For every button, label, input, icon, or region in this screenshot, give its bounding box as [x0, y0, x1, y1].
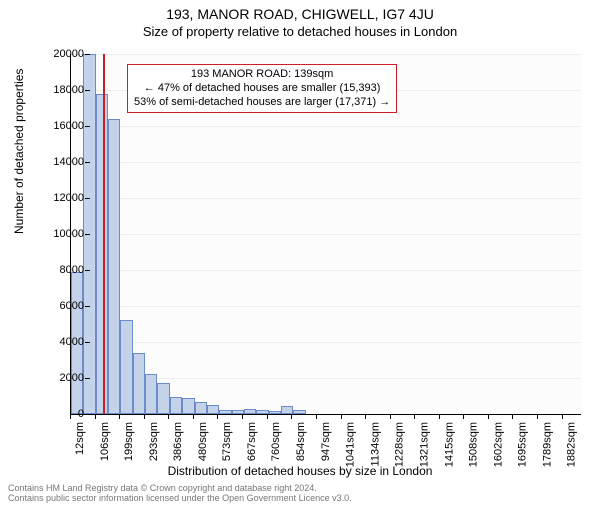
x-tick-mark — [95, 414, 96, 419]
x-tick-mark — [562, 414, 563, 419]
histogram-bar — [170, 397, 182, 414]
histogram-bar — [195, 402, 207, 414]
x-tick-mark — [365, 414, 366, 419]
y-tick-mark — [85, 90, 90, 91]
y-tick-label: 10000 — [34, 228, 84, 240]
x-tick-mark — [316, 414, 317, 419]
y-tick-label: 2000 — [34, 372, 84, 384]
histogram-bar — [108, 119, 120, 414]
page-title: 193, MANOR ROAD, CHIGWELL, IG7 4JU — [0, 6, 600, 22]
x-tick-mark — [390, 414, 391, 419]
x-tick-mark — [193, 414, 194, 419]
y-tick-label: 18000 — [34, 84, 84, 96]
footer-attribution: Contains HM Land Registry data © Crown c… — [8, 484, 352, 504]
gridline — [71, 270, 581, 271]
y-tick-mark — [85, 54, 90, 55]
x-tick-mark — [439, 414, 440, 419]
annotation-line-2: ← 47% of detached houses are smaller (15… — [134, 82, 390, 96]
y-tick-label: 8000 — [34, 264, 84, 276]
x-axis-label: Distribution of detached houses by size … — [0, 464, 600, 478]
y-tick-mark — [85, 378, 90, 379]
x-tick-mark — [488, 414, 489, 419]
x-tick-mark — [217, 414, 218, 419]
x-tick-mark — [463, 414, 464, 419]
gridline — [71, 198, 581, 199]
y-tick-label: 12000 — [34, 192, 84, 204]
gridline — [71, 234, 581, 235]
y-axis-label: Number of detached properties — [12, 69, 26, 234]
y-tick-mark — [85, 414, 90, 415]
annotation-box: 193 MANOR ROAD: 139sqm← 47% of detached … — [127, 64, 397, 113]
annotation-line-3: 53% of semi-detached houses are larger (… — [134, 96, 390, 110]
y-tick-mark — [85, 198, 90, 199]
x-tick-mark — [537, 414, 538, 419]
histogram-bar — [244, 409, 256, 414]
y-tick-mark — [85, 270, 90, 271]
x-tick-mark — [512, 414, 513, 419]
histogram-bar — [120, 320, 132, 414]
annotation-line-1: 193 MANOR ROAD: 139sqm — [134, 68, 390, 82]
x-tick-mark — [242, 414, 243, 419]
y-tick-label: 14000 — [34, 156, 84, 168]
histogram-bar — [133, 353, 145, 414]
histogram-bar — [219, 410, 231, 415]
x-tick-mark — [414, 414, 415, 419]
x-tick-mark — [144, 414, 145, 419]
y-tick-label: 16000 — [34, 120, 84, 132]
y-tick-mark — [85, 234, 90, 235]
property-marker-line — [103, 54, 105, 414]
histogram-bar — [281, 406, 293, 414]
gridline — [71, 306, 581, 307]
histogram-bar — [157, 383, 169, 414]
y-tick-label: 20000 — [34, 48, 84, 60]
gridline — [71, 126, 581, 127]
histogram-bar — [96, 94, 108, 414]
y-tick-mark — [85, 342, 90, 343]
x-tick-mark — [291, 414, 292, 419]
gridline — [71, 162, 581, 163]
histogram-bar — [269, 411, 281, 414]
gridline — [71, 54, 581, 55]
x-tick-mark — [267, 414, 268, 419]
histogram-bar — [145, 374, 157, 414]
y-tick-label: 4000 — [34, 336, 84, 348]
x-tick-mark — [341, 414, 342, 419]
gridline — [71, 342, 581, 343]
page-subtitle: Size of property relative to detached ho… — [0, 24, 600, 39]
x-tick-mark — [168, 414, 169, 419]
histogram-bar — [207, 405, 219, 414]
footer-line-2: Contains public sector information licen… — [8, 494, 352, 504]
y-tick-label: 0 — [34, 408, 84, 420]
y-tick-label: 6000 — [34, 300, 84, 312]
y-tick-mark — [85, 126, 90, 127]
y-tick-mark — [85, 162, 90, 163]
x-tick-mark — [70, 414, 71, 419]
histogram-bar — [293, 410, 305, 414]
y-tick-mark — [85, 306, 90, 307]
x-tick-mark — [119, 414, 120, 419]
histogram-bar — [182, 398, 194, 414]
